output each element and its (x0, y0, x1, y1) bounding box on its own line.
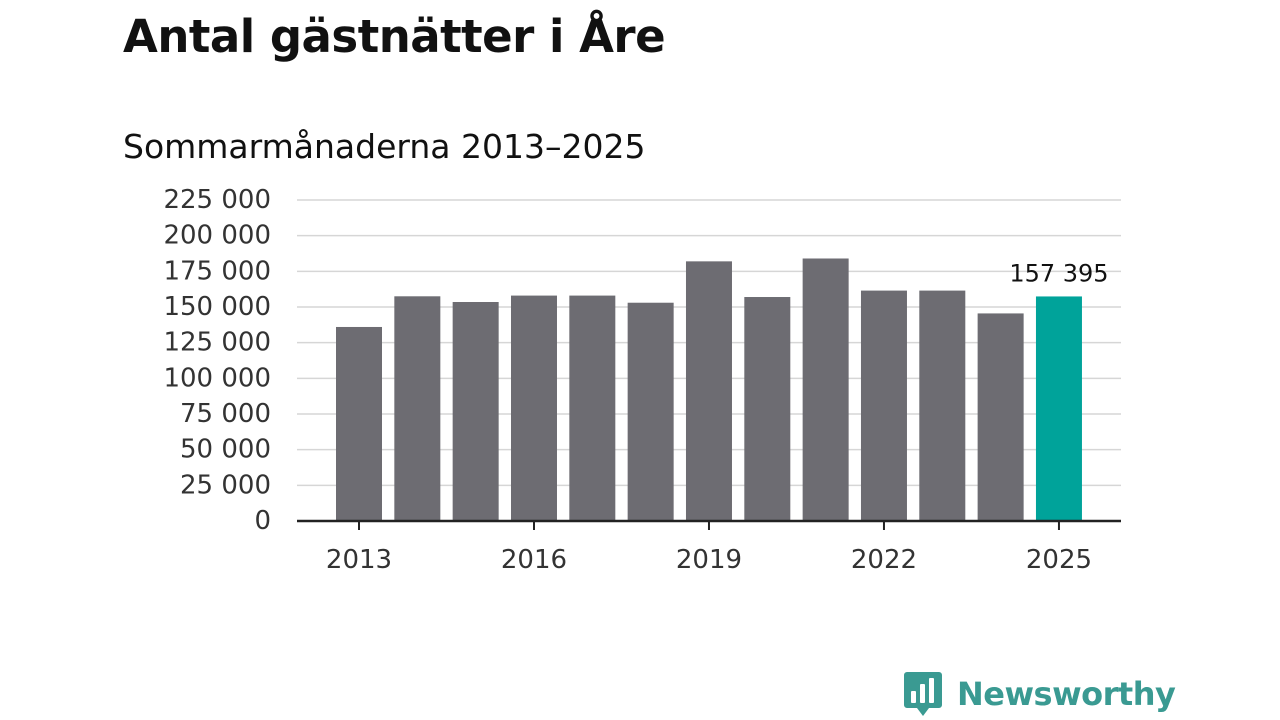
bar-2017 (569, 295, 616, 521)
bar-2016 (510, 295, 557, 521)
y-tick-label: 175 000 (163, 256, 271, 286)
x-tick-label: 2022 (851, 545, 917, 575)
y-tick-label: 225 000 (163, 185, 271, 215)
y-tick-label: 200 000 (163, 221, 271, 251)
data-label-2025: 157 395 (1009, 259, 1108, 287)
chart-subtitle: Sommarmånaderna 2013–2025 (123, 127, 646, 166)
bar-2014 (394, 296, 441, 521)
bar-2018 (627, 302, 674, 521)
chart-title: Antal gästnätter i Åre (123, 10, 666, 63)
bar-2021 (802, 258, 849, 521)
bar-2024 (977, 313, 1024, 521)
x-axis-ticks: 2013 2016 2019 2022 2025 (326, 521, 1092, 575)
y-tick-label: 125 000 (163, 328, 271, 358)
data-labels: 157 395 (1009, 259, 1108, 287)
y-tick-label: 0 (254, 506, 271, 536)
y-tick-label: 25 000 (180, 470, 271, 500)
newsworthy-logo-icon (904, 672, 942, 716)
x-tick-label: 2016 (501, 545, 567, 575)
y-tick-label: 50 000 (180, 435, 271, 465)
y-tick-label: 100 000 (163, 363, 271, 393)
brand-name: Newsworthy (957, 675, 1176, 713)
bar-2022 (860, 290, 907, 521)
bar-2025 (1035, 296, 1082, 521)
bar-2023 (919, 290, 966, 521)
bar-2015 (452, 302, 499, 521)
x-tick-label: 2013 (326, 545, 392, 575)
bars (336, 258, 1082, 521)
bar-2013 (336, 326, 382, 521)
x-tick-label: 2019 (676, 545, 742, 575)
bar-2019 (685, 261, 732, 521)
y-axis-ticks: 0 25 000 50 000 75 000 100 000 125 000 150 000… (163, 185, 271, 536)
x-tick-label: 2025 (1026, 545, 1092, 575)
y-tick-label: 75 000 (180, 399, 271, 429)
y-tick-label: 150 000 (163, 292, 271, 322)
newsworthy-logo: Newsworthy (903, 671, 1176, 717)
bar-2020 (744, 297, 791, 521)
